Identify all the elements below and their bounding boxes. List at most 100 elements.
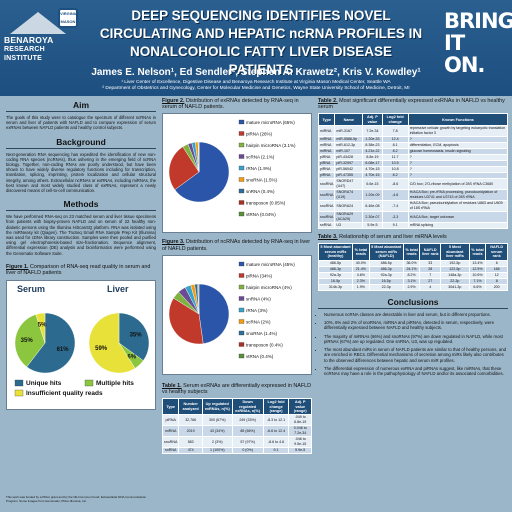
it-on-text: IT ON. (444, 31, 485, 77)
table1-cell: 9.1 (262, 447, 290, 455)
bring-text: BRING (444, 9, 512, 33)
table-row: miRNA miR-3167 7.2e-34 7.8 repressive cellul… (317, 125, 509, 138)
liver-ncrna-pie-legend-label-2: hairpin microRNA (4%) (246, 285, 292, 290)
table-row: snRNA 474 1 (100%) 0 (0%) 9.1 5.9e-5 (161, 447, 312, 455)
serum-exrna-pie-legend-label-3: scRNA (2.1%) (246, 155, 275, 160)
serum-exrna-pie-legend-swatch-5 (238, 177, 245, 183)
figure3-svg: mature microRNA (45%) piRNA (34%) hairpin … (168, 261, 295, 359)
table3-header-7: NAFLD serum rank (485, 243, 508, 261)
serum-exrna-pie-legend-swatch-4 (238, 166, 245, 171)
figure1-chart: Serum Liver 61% 35% 5% 35% 6% 59% Unique hits M… (6, 280, 156, 411)
conclusions-list: Numerous ncRNA classes are detectable in… (318, 312, 508, 377)
liver-ncrna-pie-legend-swatch-6 (238, 330, 245, 335)
table2-cell: SNORA24 (334, 200, 364, 213)
serum-exrna-pie-legend-label-5: snoRNA (1.5%) (246, 178, 278, 183)
table1-cell: 57 (97%) (231, 436, 264, 449)
serum-pie-slice-1 (14, 314, 46, 368)
background-text: Next-generation RNA sequencing has exped… (6, 151, 156, 194)
table2-header-2: Adj. P value (362, 113, 383, 127)
table3-cell: 22-3p (368, 283, 404, 291)
table2-cell: snRNA (317, 222, 336, 230)
table2-cell: miRNA (317, 125, 336, 138)
serum-pie-pct-label-2: 5% (38, 323, 47, 329)
table2-cell: miR-3167 (334, 125, 364, 138)
table1-cell: 583 (178, 436, 203, 449)
table2-cell: H/ACA Box; pseudouridylation of residues… (407, 200, 509, 213)
affiliation-1: ¹ Liver Center of Excellence, Digestive … (121, 80, 391, 85)
mountain-icon (10, 12, 66, 34)
table2-cell: 7.2e-34 (362, 125, 383, 138)
table3-cell: 4 (419, 283, 442, 291)
affiliation-2: ² Department of Obstetrics and Gynecolog… (102, 86, 410, 91)
fig1-legend-swatch-1 (84, 380, 94, 387)
table3: 5 Most abundant serum miRs (healthy)% to… (317, 243, 508, 291)
table2-header-3: Log2 fold change (381, 113, 409, 127)
table2-cell: 8.38e-23 (362, 142, 383, 150)
liver-ncrna-pie-legend-label-3: snRNA (4%) (246, 296, 271, 301)
liver-pie-pct-label-2: 59% (95, 346, 108, 352)
table1-cell: 0.046 to 7.2e-34 (288, 425, 312, 438)
table2-cell: 4.70e-15 (362, 172, 383, 180)
table1-header-4: Log2 fold change (range) (262, 398, 290, 416)
liver-ncrna-pie-legend-swatch-3 (238, 296, 245, 301)
table1-cell: 300 (67%) (201, 414, 233, 427)
table2-cell: 4.21e-22 (362, 148, 383, 156)
conclusions-heading: Conclusions (318, 297, 508, 309)
table1-header-3: Down regulated exRNAs, n(%) (231, 398, 264, 416)
benaroya-logo: VIRGINIA MASON BENAROYA RESEARCH INSTITU… (4, 8, 80, 62)
conclusion-item: The majority of miRNAs (66%) and snoRNAs… (324, 334, 508, 345)
authors: James E. Nelson¹, Ed Sendler², Stephen A… (91, 67, 421, 78)
table2-cell: 7.8 (381, 125, 409, 138)
conclusion-item: The differential expression of numerous … (324, 366, 508, 377)
serum-exrna-pie-legend-swatch-6 (238, 189, 245, 194)
serum-exrna-pie-legend-label-6: snRNA (0.4%) (246, 189, 275, 194)
table2-cell: SNORA74 (U19) (334, 189, 364, 202)
table1-cell: 32,766 (178, 414, 203, 427)
serum-exrna-pie-legend-swatch-0 (238, 120, 245, 125)
table-row: snoRNA SNORD47 (U47) 6.6e-15 -8.6 C/D box; 2… (317, 178, 509, 191)
table1: Type Number analyzed Up regulated exRNAs, … (161, 398, 312, 455)
liver-label: Liver (107, 284, 129, 295)
table1-cell: 0 (0%) (231, 447, 264, 455)
table2-cell: -8.6 (381, 178, 409, 191)
liver-ncrna-pie-legend-swatch-4 (238, 307, 245, 312)
table-row: miRNA 2019 43 (34%) 85 (66%) -6.6 to 12.4 0.0… (161, 425, 312, 438)
table1-cell: 249 (33%) (231, 414, 264, 427)
table2-caption: Table 2. Most significant differentially… (318, 98, 505, 111)
serum-pie-slice-2 (35, 313, 46, 344)
table2-cell: H/ACA Box, target unknown (407, 211, 509, 224)
liver-pie-slice-2 (88, 313, 136, 374)
liver-ncrna-pie-legend-swatch-8 (238, 353, 245, 358)
table2: Type Name Adj. P value Log2 fold change Know… (317, 113, 509, 230)
table1-header-2: Up regulated exRNAs, n(%) (201, 398, 233, 416)
fig1-legend-swatch-0 (14, 380, 24, 387)
serum-exrna-pie-legend-swatch-2 (238, 143, 245, 148)
figure2-caption: Figure 2. Distribution of exRNAs detecte… (162, 98, 299, 111)
figure2-svg: mature microRNA (65%) piRNA (26%) hairpin … (168, 120, 296, 217)
methods-heading: Methods (6, 199, 156, 212)
table2-cell: snoRNA (317, 178, 336, 191)
table2-cell: U3 (334, 222, 364, 230)
background-heading: Background (6, 137, 156, 149)
table1-cell: -8.6 to 4.6 (262, 436, 290, 449)
table1-header-5: Adj. P value (range) (288, 398, 312, 416)
table2-cell: 1.20e-33 (362, 136, 383, 144)
figure3-chart: mature microRNA (45%) piRNA (34%) hairpin … (162, 254, 312, 375)
table3-cell: 6.6% (468, 283, 487, 291)
liver-ncrna-pie-legend-swatch-7 (238, 342, 245, 347)
table-row: miRNA miR-107 4.21e-22 8.2 glucose homeostas… (317, 148, 509, 156)
table1-cell: -8.3 to 12.1 (262, 414, 290, 427)
liver-ncrna-pie-legend-swatch-0 (238, 261, 245, 266)
table2-cell: H/ACA Box; pre-rRNA processing, pseudour… (407, 189, 509, 202)
table2-cell: snoRNA (317, 200, 336, 213)
table1-cell: 1 (100%) (201, 447, 233, 455)
table2-cell: -4.6 (381, 189, 409, 202)
table1-cell: snoRNA (161, 436, 180, 449)
bring-it-on-logo: BRING IT ON. (444, 9, 512, 77)
table2-cell: snoRNA (317, 189, 336, 202)
table2-cell: 4.70e-15 (362, 166, 383, 174)
table1-cell: 2019 (178, 425, 203, 438)
liver-ncrna-pie-slice-1 (168, 297, 204, 345)
table2-header-1: Name (334, 113, 364, 127)
serum-exrna-pie-legend-swatch-7 (238, 200, 245, 206)
